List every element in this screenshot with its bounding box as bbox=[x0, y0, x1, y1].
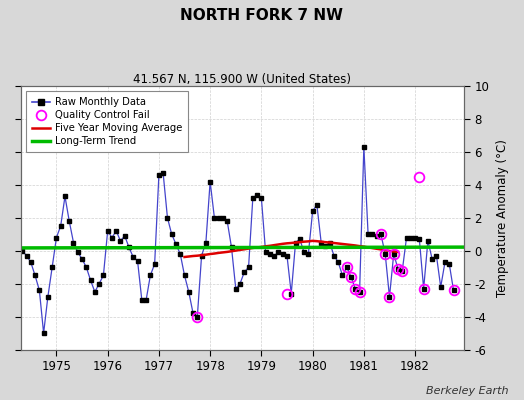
Text: Berkeley Earth: Berkeley Earth bbox=[426, 386, 508, 396]
Y-axis label: Temperature Anomaly (°C): Temperature Anomaly (°C) bbox=[496, 139, 509, 297]
Text: NORTH FORK 7 NW: NORTH FORK 7 NW bbox=[180, 8, 344, 23]
Legend: Raw Monthly Data, Quality Control Fail, Five Year Moving Average, Long-Term Tren: Raw Monthly Data, Quality Control Fail, … bbox=[26, 91, 188, 152]
Title: 41.567 N, 115.900 W (United States): 41.567 N, 115.900 W (United States) bbox=[133, 73, 351, 86]
